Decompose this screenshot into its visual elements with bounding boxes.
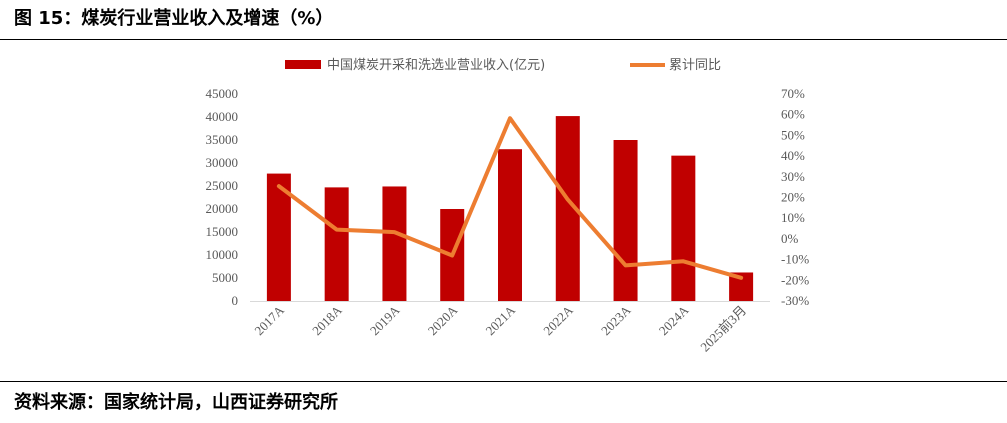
source-note: 资料来源：国家统计局，山西证券研究所 [14,392,338,413]
revenue-bar [266,173,291,301]
revenue-bar [498,149,522,301]
right-tick-label: 30% [781,169,805,184]
growth-point [450,253,454,257]
growth-point [739,276,743,280]
right-tick-label: 60% [781,107,805,122]
growth-line-layer [276,116,744,280]
legend-bar-swatch [285,60,321,69]
left-axis-ticks: 0 5000 10000 15000 20000 25000 30000 35000 40000… [206,86,239,308]
growth-point [624,263,628,267]
revenue-bars [266,116,754,301]
bottom-divider [0,381,1007,382]
x-tick-label: 2021A [482,302,518,338]
x-tick-label: 2017A [251,302,287,338]
x-tick-label: 2020A [425,302,461,338]
growth-point [566,198,570,202]
x-axis-labels: 2017A 2018A 2019A 2020A 2021A 2022A 2023A 2024A… [251,302,749,354]
growth-point [392,230,396,234]
chart-legend: 中国煤炭开采和洗选业营业收入(亿元) 累计同比 [285,58,721,73]
revenue-bar [671,155,696,301]
right-tick-label: 40% [781,148,805,163]
right-tick-label: 0% [781,231,799,246]
right-tick-label: -20% [781,272,809,287]
legend-line-label: 累计同比 [669,58,721,73]
x-tick-label: 2024A [656,302,692,338]
growth-point [508,116,512,120]
revenue-bar [382,186,407,301]
top-divider [0,39,1007,40]
figure-title: 图 15：煤炭行业营业收入及增速（%） [14,8,334,29]
revenue-growth-chart: 中国煤炭开采和洗选业营业收入(亿元) 累计同比 0 5000 10000 15000 2… [206,58,810,354]
right-tick-label: 10% [781,210,805,225]
x-tick-label: 2023A [598,302,634,338]
revenue-bar [613,140,638,301]
right-tick-label: -10% [781,252,809,267]
left-tick-label: 15000 [206,224,239,239]
growth-point [277,184,281,188]
left-tick-label: 45000 [206,86,239,101]
x-tick-label: 2018A [309,302,345,338]
right-tick-label: 20% [781,190,805,205]
left-tick-label: 0 [232,293,239,308]
left-tick-label: 5000 [212,270,238,285]
left-tick-label: 40000 [206,109,239,124]
revenue-bar [324,187,349,301]
x-tick-label: 2019A [367,302,403,338]
left-tick-label: 30000 [206,155,239,170]
legend-bar-label: 中国煤炭开采和洗选业营业收入(亿元) [327,58,545,73]
right-axis-ticks: -30% -20% -10% 0% 10% 20% 30% 40% 50% 60% 70% [781,86,809,308]
x-tick-label: 2022A [540,302,576,338]
left-tick-label: 25000 [206,178,239,193]
left-tick-label: 35000 [206,132,239,147]
right-tick-label: 50% [781,127,805,142]
left-tick-label: 10000 [206,247,239,262]
right-tick-label: -30% [781,293,809,308]
growth-point [335,228,339,232]
growth-point [681,259,685,263]
left-tick-label: 20000 [206,201,239,216]
right-tick-label: 70% [781,86,805,101]
x-tick-label: 2025前3月 [697,303,749,355]
